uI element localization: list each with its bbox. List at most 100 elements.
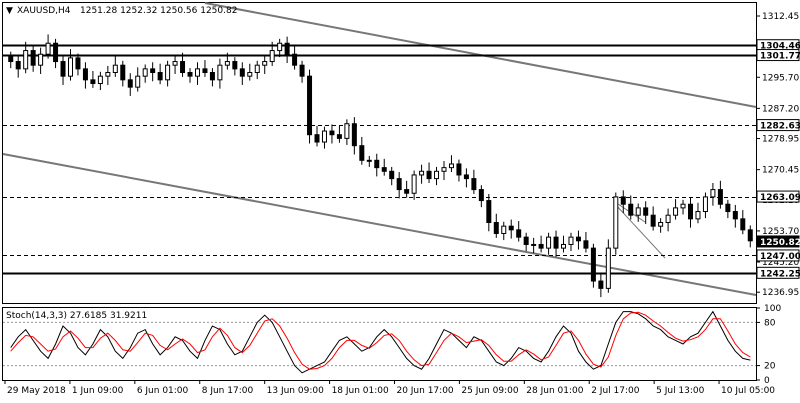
level-label-1301.77: 1301.77 bbox=[760, 52, 800, 62]
y-tick-label: 1278.95 bbox=[762, 135, 799, 145]
candle-body bbox=[628, 203, 634, 216]
candle-body bbox=[112, 64, 118, 74]
candle-body bbox=[307, 75, 313, 136]
level-label-1250.82: 1250.82 bbox=[760, 238, 800, 248]
chart-title: XAUUSD,H4 bbox=[17, 6, 71, 16]
candle-body bbox=[381, 167, 387, 172]
candle-body bbox=[157, 72, 163, 81]
x-tick-label: 6 Jun 01:00 bbox=[137, 386, 189, 396]
y-tick-label: 1287.20 bbox=[762, 104, 799, 114]
level-label-1263.09: 1263.09 bbox=[760, 193, 800, 203]
y-tick-label: 1312.45 bbox=[762, 12, 799, 22]
level-lines bbox=[3, 44, 756, 275]
x-tick-label: 2 Jul 17:00 bbox=[591, 386, 640, 396]
candle-body bbox=[680, 203, 686, 209]
candle-body bbox=[695, 211, 701, 220]
candle-body bbox=[187, 72, 193, 77]
candle-body bbox=[127, 79, 133, 88]
candle-body bbox=[635, 207, 641, 216]
candle-body bbox=[75, 57, 81, 70]
candle-body bbox=[493, 222, 499, 234]
stoch-lines bbox=[3, 310, 756, 374]
level-label-1247.00: 1247.00 bbox=[760, 252, 800, 262]
candle-body bbox=[292, 53, 298, 66]
candle-body bbox=[598, 280, 604, 289]
candle-body bbox=[538, 243, 544, 249]
x-tick-label: 29 May 2018 bbox=[7, 386, 66, 396]
symbol-arrow-icon[interactable]: ▼ bbox=[6, 6, 13, 16]
candle-body bbox=[284, 42, 290, 55]
candle-body bbox=[448, 163, 454, 169]
candle-body bbox=[643, 207, 649, 216]
candle-body bbox=[747, 229, 753, 242]
candle-body bbox=[732, 211, 738, 220]
candle-body bbox=[254, 64, 260, 74]
candle-body bbox=[434, 170, 440, 180]
candle-body bbox=[23, 50, 29, 70]
candle-body bbox=[336, 134, 342, 139]
level-label-box bbox=[756, 190, 800, 203]
candle-body bbox=[650, 214, 656, 227]
candle-body bbox=[67, 57, 73, 77]
candle-body bbox=[135, 75, 141, 88]
stoch-pane bbox=[2, 307, 757, 381]
stoch-signal-line bbox=[10, 311, 751, 370]
candle-body bbox=[366, 159, 372, 162]
candle-body bbox=[82, 68, 88, 81]
candle-body bbox=[53, 42, 59, 63]
x-tick-label: 8 Jun 17:00 bbox=[202, 386, 254, 396]
candle-body bbox=[45, 42, 51, 55]
candle-body bbox=[561, 243, 567, 249]
y-tick-label: 1270.45 bbox=[762, 166, 799, 176]
candle-body bbox=[658, 222, 664, 227]
candle-body bbox=[344, 123, 350, 139]
candle-body bbox=[150, 68, 156, 74]
candle-body bbox=[486, 200, 492, 224]
candle-body bbox=[90, 79, 96, 84]
level-label-box bbox=[756, 249, 800, 262]
candle-body bbox=[299, 64, 305, 77]
candle-body bbox=[456, 163, 462, 176]
candle-body bbox=[463, 174, 469, 180]
level-label-box bbox=[756, 266, 800, 279]
candle-body bbox=[329, 130, 335, 136]
x-tick-label: 10 Jul 05:00 bbox=[721, 386, 775, 396]
candle-body bbox=[568, 236, 574, 245]
level-label-box bbox=[756, 49, 800, 62]
candle-body bbox=[217, 64, 223, 81]
time-axis: 29 May 2018 1 Jun 09:00 6 Jun 01:00 8 Jun 1… bbox=[4, 380, 775, 396]
candle-body bbox=[202, 68, 208, 74]
candle-body bbox=[8, 55, 14, 63]
candle-body bbox=[374, 159, 380, 169]
candle-body bbox=[673, 207, 679, 216]
candle-body bbox=[575, 236, 581, 242]
candle-body bbox=[717, 189, 723, 205]
candle-body bbox=[688, 203, 694, 220]
candle-body bbox=[247, 72, 253, 77]
stoch-y-tick-label: 80 bbox=[764, 318, 776, 328]
candles bbox=[8, 34, 753, 298]
candle-body bbox=[262, 61, 268, 66]
price-pane bbox=[2, 2, 757, 304]
ohlc-values: 1251.28 1252.32 1250.56 1250.82 bbox=[80, 6, 237, 16]
candle-body bbox=[277, 42, 283, 52]
candle-body bbox=[194, 68, 200, 77]
x-tick-label: 13 Jun 09:00 bbox=[267, 386, 324, 396]
candle-body bbox=[478, 189, 484, 202]
stoch-y-tick-label: 20 bbox=[764, 362, 776, 372]
candle-body bbox=[396, 178, 402, 191]
candle-body bbox=[321, 130, 327, 143]
candle-body bbox=[710, 189, 716, 198]
candle-body bbox=[665, 214, 671, 224]
candle-body bbox=[232, 61, 238, 70]
candle-body bbox=[546, 236, 552, 249]
candle-body bbox=[404, 189, 410, 194]
candle-body bbox=[605, 247, 611, 289]
candle-body bbox=[590, 247, 596, 282]
candle-body bbox=[613, 196, 619, 249]
candle-body bbox=[471, 178, 477, 191]
candle-body bbox=[351, 123, 357, 147]
lower-trendline[interactable] bbox=[2, 153, 757, 296]
y-tick-label: 1295.70 bbox=[762, 73, 799, 83]
